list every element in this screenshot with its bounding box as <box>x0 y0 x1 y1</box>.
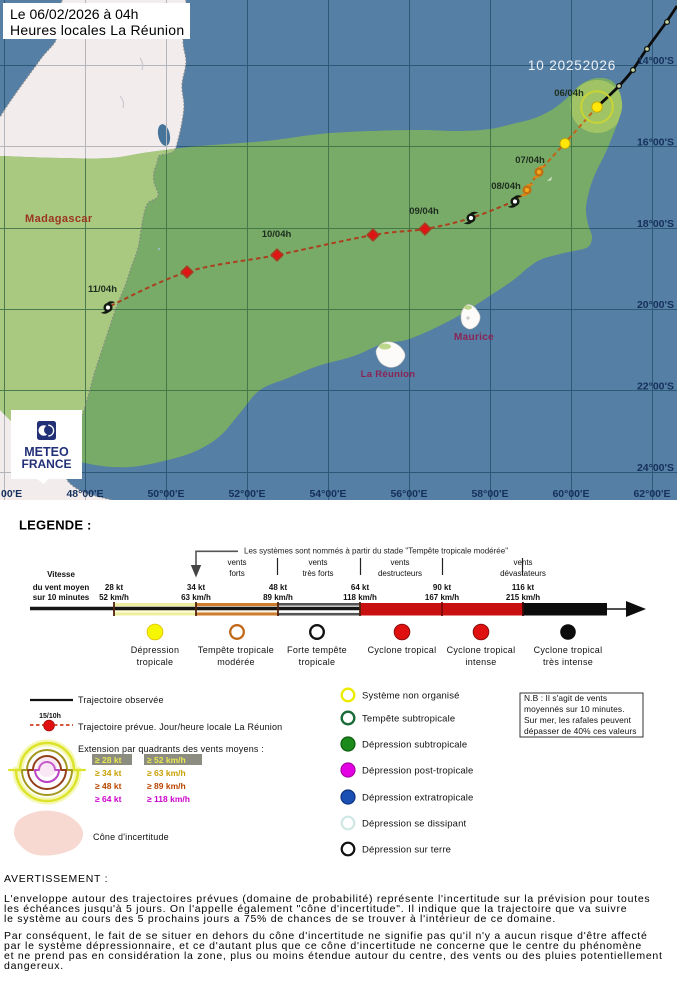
svg-text:Vitesse: Vitesse <box>47 570 75 579</box>
svg-text:52 km/h: 52 km/h <box>99 593 129 602</box>
svg-text:09/04h: 09/04h <box>409 206 439 217</box>
svg-text:60°00'E: 60°00'E <box>552 488 589 500</box>
svg-text:48 kt: 48 kt <box>269 583 288 592</box>
svg-text:118 km/h: 118 km/h <box>343 593 377 602</box>
svg-text:vents: vents <box>227 558 246 567</box>
svg-text:215 km/h: 215 km/h <box>506 593 540 602</box>
svg-text:Trajectoire observée: Trajectoire observée <box>78 695 164 705</box>
svg-text:00'E: 00'E <box>1 488 22 500</box>
svg-text:20°00'S: 20°00'S <box>637 299 674 311</box>
svg-text:11/04h: 11/04h <box>88 284 117 295</box>
svg-text:54°00'E: 54°00'E <box>309 488 346 500</box>
svg-text:14°00'S: 14°00'S <box>637 55 674 67</box>
svg-text:08/04h: 08/04h <box>491 181 521 192</box>
svg-text:Dépression sur terre: Dépression sur terre <box>362 845 451 856</box>
svg-text:tropicale: tropicale <box>137 657 174 667</box>
svg-text:FRANCE: FRANCE <box>22 457 72 471</box>
svg-text:10/04h: 10/04h <box>262 229 292 240</box>
svg-text:63 km/h: 63 km/h <box>181 593 211 602</box>
svg-text:Le 06/02/2026 à 04h: Le 06/02/2026 à 04h <box>10 6 138 22</box>
svg-text:Système non organisé: Système non organisé <box>362 691 460 702</box>
svg-text:LEGENDE :: LEGENDE : <box>19 518 92 533</box>
svg-text:Cône d'incertitude: Cône d'incertitude <box>93 832 169 842</box>
svg-text:≥ 48 kt: ≥ 48 kt <box>95 781 122 791</box>
svg-text:Maurice: Maurice <box>454 332 494 343</box>
svg-text:34 kt: 34 kt <box>187 583 206 592</box>
svg-text:intense: intense <box>465 657 496 667</box>
svg-text:167 km/h: 167 km/h <box>425 593 459 602</box>
svg-text:≥ 89 km/h: ≥ 89 km/h <box>147 781 186 791</box>
svg-text:vents: vents <box>308 558 327 567</box>
svg-text:Dépression subtropicale: Dépression subtropicale <box>362 740 467 751</box>
svg-text:très forts: très forts <box>302 569 333 578</box>
svg-text:24°00'S: 24°00'S <box>637 462 674 474</box>
svg-text:Tempête subtropicale: Tempête subtropicale <box>362 714 455 725</box>
svg-text:≥ 118 km/h: ≥ 118 km/h <box>147 794 190 804</box>
svg-text:28 kt: 28 kt <box>105 583 124 592</box>
svg-text:56°00'E: 56°00'E <box>390 488 427 500</box>
svg-text:≥ 64 kt: ≥ 64 kt <box>95 794 122 804</box>
svg-text:07/04h: 07/04h <box>515 155 545 166</box>
svg-text:90 kt: 90 kt <box>433 583 452 592</box>
svg-text:modérée: modérée <box>217 657 255 667</box>
svg-text:METEO: METEO <box>24 445 69 459</box>
svg-text:58°00'E: 58°00'E <box>471 488 508 500</box>
svg-text:très intense: très intense <box>543 657 593 667</box>
svg-text:Trajectoire prévue. Jour/heure: Trajectoire prévue. Jour/heure locale La… <box>78 722 282 732</box>
svg-text:18°00'S: 18°00'S <box>637 218 674 230</box>
svg-text:89 km/h: 89 km/h <box>263 593 293 602</box>
svg-text:Dépression extratropicale: Dépression extratropicale <box>362 793 473 804</box>
svg-text:dépasser de 40% ces valeurs: dépasser de 40% ces valeurs <box>524 726 637 736</box>
svg-text:Tempête tropicale: Tempête tropicale <box>198 645 274 655</box>
svg-text:≥ 63 km/h: ≥ 63 km/h <box>147 768 186 778</box>
svg-text:15/10h: 15/10h <box>39 713 61 720</box>
svg-text:≥ 28 kt: ≥ 28 kt <box>95 755 122 765</box>
svg-text:Madagascar: Madagascar <box>25 213 93 225</box>
svg-text:Dépression se dissipant: Dépression se dissipant <box>362 819 467 830</box>
svg-text:Forte tempête: Forte tempête <box>287 645 347 655</box>
svg-text:Extension par quadrants des ve: Extension par quadrants des vents moyens… <box>78 744 264 754</box>
svg-text:tropicale: tropicale <box>299 657 336 667</box>
svg-text:52°00'E: 52°00'E <box>228 488 265 500</box>
svg-text:48°00'E: 48°00'E <box>66 488 103 500</box>
svg-text:N.B : Il s'agit de vents: N.B : Il s'agit de vents <box>524 693 607 703</box>
svg-text:≥ 34 kt: ≥ 34 kt <box>95 768 122 778</box>
svg-text:22°00'S: 22°00'S <box>637 381 674 393</box>
svg-text:Heures locales La Réunion: Heures locales La Réunion <box>10 22 184 38</box>
svg-text:La Réunion: La Réunion <box>361 369 416 380</box>
svg-text:Dépression post-tropicale: Dépression post-tropicale <box>362 766 473 777</box>
svg-text:destructeurs: destructeurs <box>378 569 422 578</box>
svg-text:sur 10 minutes: sur 10 minutes <box>33 593 90 602</box>
svg-text:forts: forts <box>229 569 245 578</box>
svg-text:Cyclone tropical: Cyclone tropical <box>534 645 603 655</box>
svg-text:vents: vents <box>513 558 532 567</box>
svg-text:62°00'E: 62°00'E <box>633 488 670 500</box>
svg-text:116 kt: 116 kt <box>512 583 535 592</box>
svg-text:Cyclone tropical: Cyclone tropical <box>368 645 437 655</box>
svg-text:du vent moyen: du vent moyen <box>33 583 90 592</box>
svg-text:50°00'E: 50°00'E <box>147 488 184 500</box>
svg-text:06/04h: 06/04h <box>554 88 584 99</box>
svg-text:Sur mer, les rafales peuvent: Sur mer, les rafales peuvent <box>524 715 632 725</box>
svg-text:64 kt: 64 kt <box>351 583 370 592</box>
svg-text:10 20252026: 10 20252026 <box>528 58 616 73</box>
svg-text:Les systèmes sont nommés à par: Les systèmes sont nommés à partir du sta… <box>244 547 508 556</box>
svg-text:dévastateurs: dévastateurs <box>500 569 546 578</box>
svg-text:Cyclone tropical: Cyclone tropical <box>447 645 516 655</box>
svg-text:≥ 52 km/h: ≥ 52 km/h <box>147 755 186 765</box>
svg-text:16°00'S: 16°00'S <box>637 137 674 149</box>
svg-text:moyennés sur 10 minutes.: moyennés sur 10 minutes. <box>524 704 625 714</box>
svg-text:Dépression: Dépression <box>131 645 180 655</box>
svg-text:vents: vents <box>390 558 409 567</box>
